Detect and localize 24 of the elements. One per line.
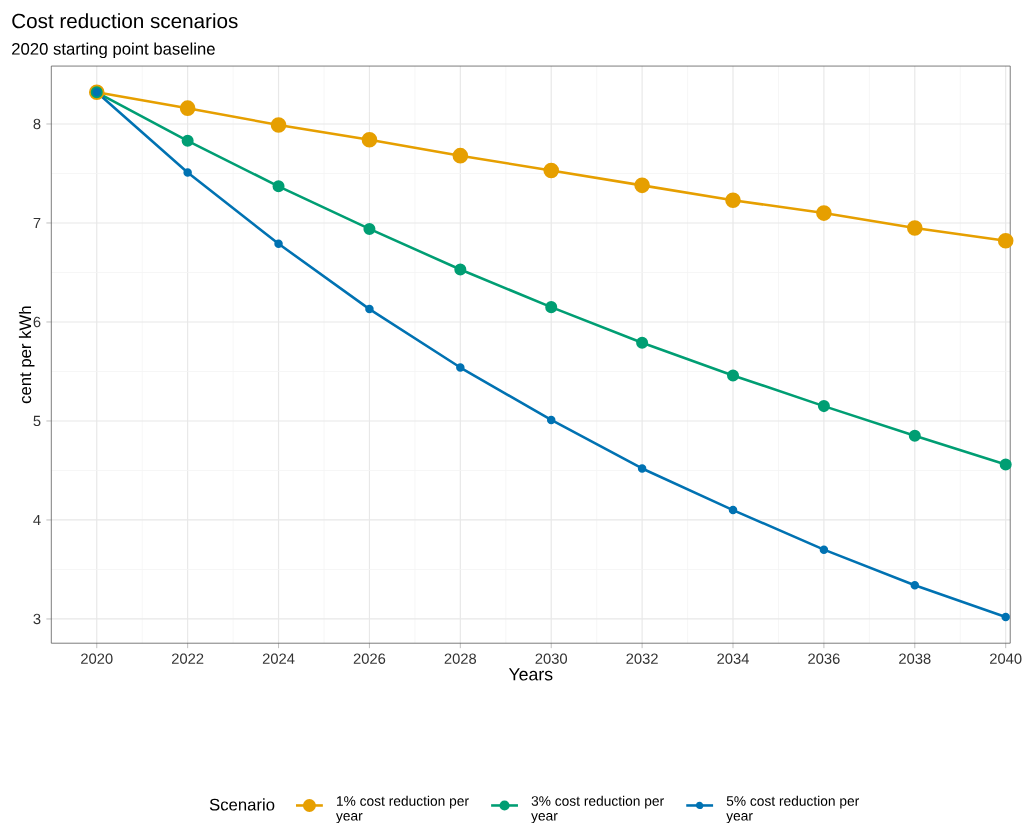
y-tick-label: 5 <box>33 415 41 427</box>
legend-label: 3% cost reduction per year <box>531 795 664 823</box>
legend-label: 1% cost reduction per year <box>335 795 469 823</box>
y-tick-label: 4 <box>33 514 41 526</box>
x-tick-label: 2024 <box>262 653 295 664</box>
chart-subtitle: 2020 starting point baseline <box>12 42 215 59</box>
x-tick-label: 2034 <box>717 653 749 664</box>
legend-title: Scenario <box>209 798 275 811</box>
x-tick-label: 2040 <box>990 653 1022 664</box>
x-tick-label: 2036 <box>808 653 840 664</box>
x-tick-label: 2030 <box>535 653 568 664</box>
y-tick-label: 6 <box>33 316 41 328</box>
legend-label: 5% cost reduction per year <box>726 795 860 823</box>
y-tick-label: 7 <box>33 217 41 229</box>
x-tick-label: 2028 <box>444 653 477 664</box>
x-axis-title: Years <box>508 668 553 681</box>
x-tick-label: 2020 <box>81 653 113 664</box>
x-tick-label: 2032 <box>626 653 658 664</box>
x-tick-label: 2038 <box>899 653 931 664</box>
y-tick-label: 8 <box>33 118 41 130</box>
x-tick-label: 2022 <box>171 653 204 664</box>
y-tick-label: 3 <box>33 613 41 625</box>
x-tick-label: 2026 <box>353 653 386 664</box>
chart-title: Cost reduction scenarios <box>12 13 238 29</box>
